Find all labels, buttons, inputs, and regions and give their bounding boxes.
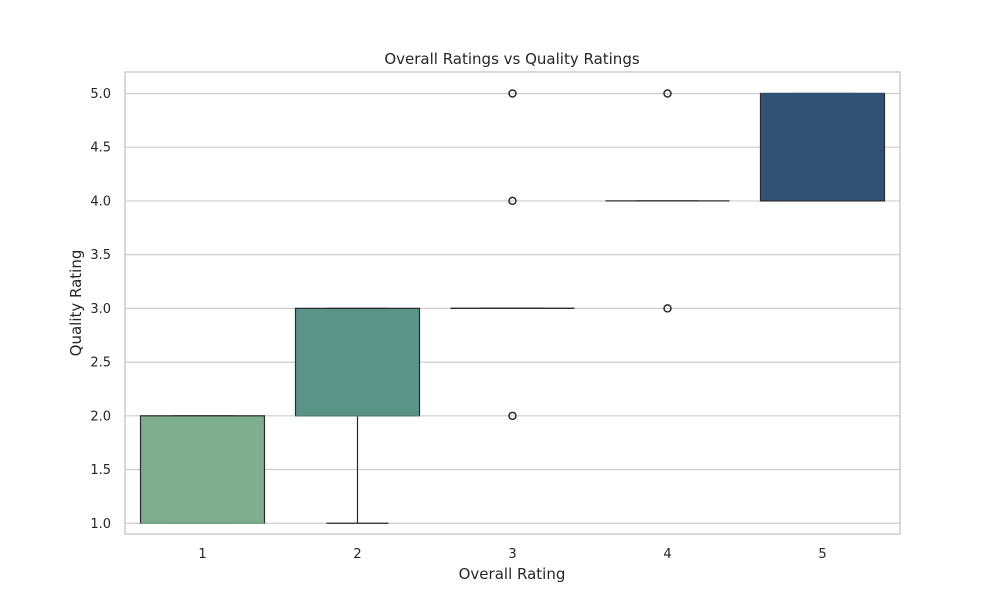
tick-layer: 1.0 1.5 2.0 2.5 3.0 3.5 4.0 4.5 5.0 1 2 3 4 5	[90, 87, 826, 562]
x-tick-label: 5	[818, 547, 826, 562]
box-layer	[139, 89, 886, 524]
box-group-2	[294, 307, 421, 524]
x-tick-label: 4	[663, 547, 671, 562]
outlier-point	[508, 411, 517, 421]
y-tick-label: 2.5	[90, 356, 111, 371]
x-tick-label: 2	[353, 547, 361, 562]
x-tick-label: 3	[508, 547, 516, 562]
y-tick-label: 3.5	[90, 248, 111, 263]
y-tick-label: 4.5	[90, 141, 111, 156]
outlier-point	[508, 89, 517, 98]
y-tick-label: 3.0	[90, 302, 111, 317]
y-axis-label: Quality Rating	[67, 250, 85, 357]
x-axis-label: Overall Rating	[459, 565, 566, 583]
outlier-point	[663, 304, 672, 313]
y-tick-label: 1.0	[90, 517, 111, 532]
y-tick-label: 1.5	[90, 463, 111, 478]
plot-frame	[124, 71, 901, 535]
box	[139, 415, 266, 524]
outlier-point	[663, 89, 672, 98]
box-group-5	[759, 92, 886, 202]
y-tick-label: 5.0	[90, 87, 111, 102]
y-tick-label: 4.0	[90, 194, 111, 209]
box	[759, 92, 886, 202]
box-group-4	[605, 89, 730, 313]
box	[294, 307, 421, 417]
outlier-point	[508, 196, 517, 206]
x-tick-label: 1	[198, 547, 206, 562]
chart-title: Overall Ratings vs Quality Ratings	[384, 50, 640, 68]
y-tick-label: 2.0	[90, 409, 111, 424]
box-group-1	[139, 415, 266, 524]
box-group-3	[450, 89, 575, 421]
